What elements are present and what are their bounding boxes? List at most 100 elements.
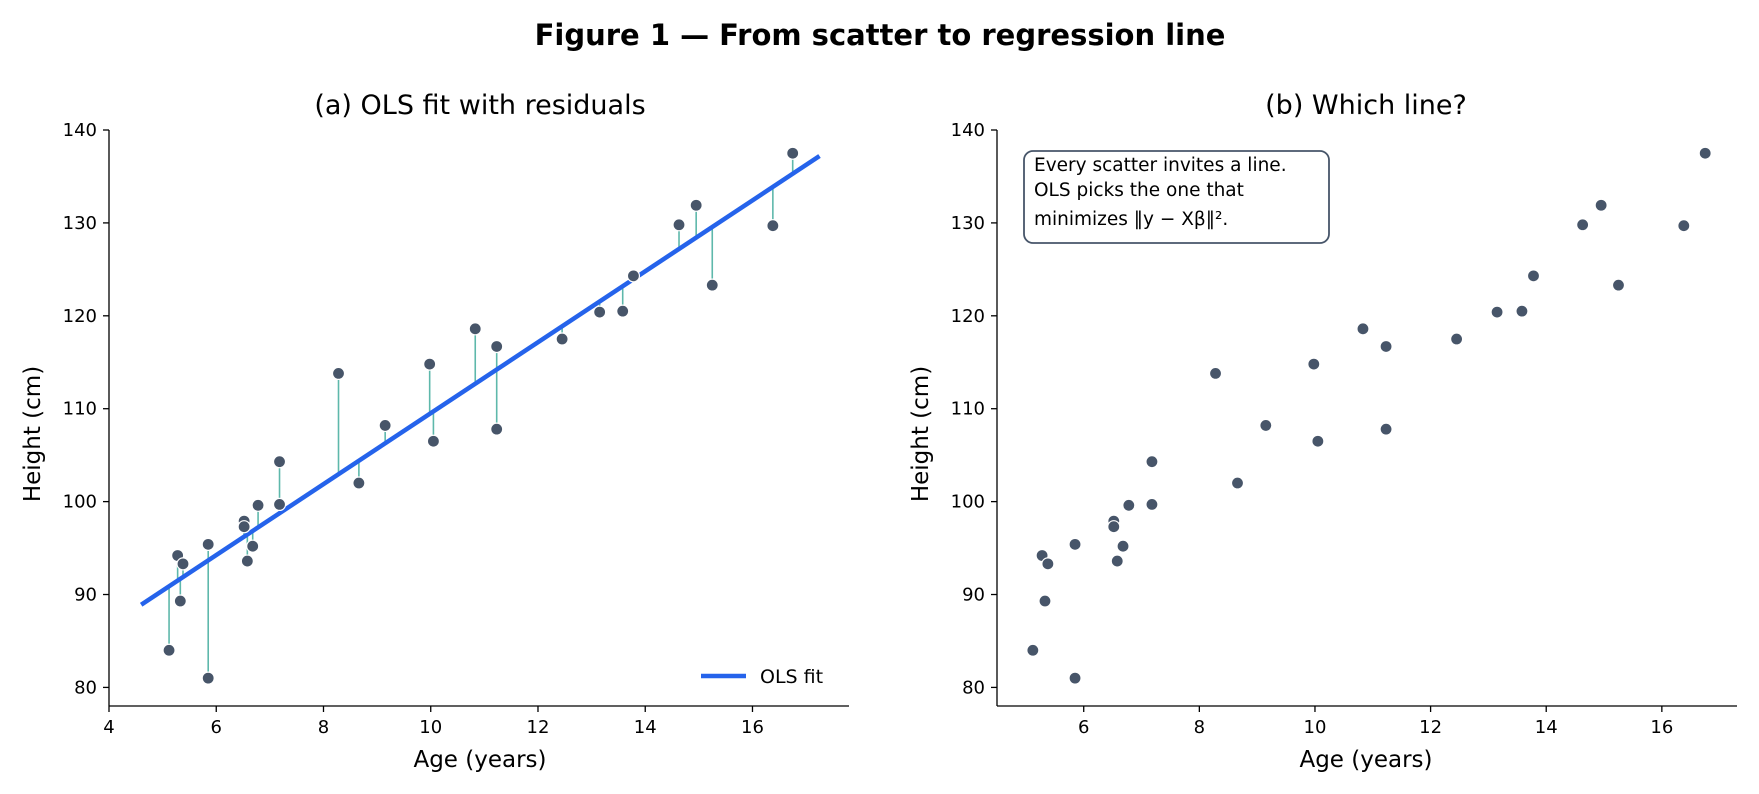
annotation-line-1: Every scatter invites a line. <box>1034 155 1287 176</box>
panel-b-data-point <box>1490 305 1504 319</box>
panel-b-y-tick-label: 130 <box>951 213 985 234</box>
ols-fit-line <box>139 154 821 607</box>
panel-b-x-tick-label: 6 <box>1078 717 1089 738</box>
figure-title: Figure 1 — From scatter to regression li… <box>535 18 1226 52</box>
panel-b-data-point <box>1068 537 1082 551</box>
panel-b-data-point <box>1526 269 1541 283</box>
panel-a-y-tick-label: 100 <box>63 492 97 513</box>
panel-b-data-point <box>1379 339 1393 354</box>
panel-a-x-tick-label: 6 <box>211 717 222 738</box>
panel-b-y-tick-label: 100 <box>951 492 985 513</box>
panel-b-data-point <box>1379 422 1393 436</box>
panel-b-data-point <box>1122 498 1136 512</box>
panel-b-data-point <box>1110 554 1124 568</box>
panel-b-data-point <box>1311 434 1325 448</box>
panel-a-data-point <box>246 539 260 553</box>
panel-a-data-point <box>272 455 287 469</box>
panel-a-x-tick-label: 8 <box>318 717 329 738</box>
panel-a-points <box>162 146 800 685</box>
panel-a-data-point <box>352 476 366 490</box>
panel-b-y-tick-label: 140 <box>951 120 985 141</box>
panel-a-data-point <box>593 305 607 319</box>
panel-b-data-point <box>1145 455 1159 469</box>
panel-b-x-tick-label: 14 <box>1535 717 1558 738</box>
panel-a-x-tick-label: 16 <box>741 717 764 738</box>
panel-a-data-point <box>378 418 392 433</box>
panel-a-data-point <box>786 146 800 160</box>
panel-b-data-point <box>1698 146 1712 160</box>
panel-b-data-point <box>1611 278 1626 292</box>
panel-b-data-point <box>1145 497 1159 511</box>
panel-b-y-tick-label: 90 <box>962 585 985 606</box>
panel-a-y-tick-label: 110 <box>63 399 97 420</box>
panel-b-x-tick-label: 10 <box>1304 717 1327 738</box>
panel-a-data-point <box>689 198 703 212</box>
panel-b-annotation: Every scatter invites a line. OLS picks … <box>1023 150 1330 244</box>
panel-a-x-tick-label: 10 <box>419 717 442 738</box>
panel-a-x-tick-label: 12 <box>527 717 550 738</box>
panel-a-fit-line-group <box>139 154 821 607</box>
panel-b-data-point <box>1107 520 1121 534</box>
panel-a-y-tick-label: 80 <box>74 677 97 698</box>
panel-a-data-point <box>162 643 176 657</box>
panel-b-y-tick-label: 80 <box>962 677 985 698</box>
panel-a-data-point <box>426 434 441 448</box>
panel-b-x-tick-label: 16 <box>1650 717 1673 738</box>
panel-b-data-point <box>1515 304 1529 318</box>
panel-a-y-tick-label: 90 <box>74 585 97 606</box>
panel-a-y-tick-label: 130 <box>63 213 97 234</box>
panel-a-legend: OLS fit <box>701 666 823 688</box>
panel-b-data-point <box>1026 643 1040 657</box>
panel-b-data-point <box>1208 366 1223 381</box>
panel-a-data-point <box>237 520 251 534</box>
panel-a-data-point <box>468 322 482 336</box>
panel-b-data-point <box>1038 594 1052 608</box>
panel-b-data-point <box>1230 476 1245 490</box>
panel-a-data-point <box>555 332 569 346</box>
annotation-line-3: minimizes ‖y − Xβ‖². <box>1034 209 1228 230</box>
annotation-line-2: OLS picks the one that <box>1034 180 1244 201</box>
panel-b-x-tick-label: 8 <box>1194 717 1205 738</box>
panel-a-ols-fit: (a) OLS fit with residuals 4 6 8 10 12 14 16 80… <box>20 90 849 773</box>
panel-a-data-point <box>766 219 780 233</box>
panel-a-data-point <box>423 357 437 371</box>
panel-a-data-point <box>251 498 265 512</box>
panel-a-data-point <box>331 366 346 381</box>
panel-b-data-point <box>1259 418 1273 433</box>
panel-b-y-tick-label: 120 <box>951 306 985 327</box>
panel-a-data-point <box>672 218 686 232</box>
panel-a-data-point <box>201 537 215 551</box>
panel-b-data-point <box>1041 557 1055 571</box>
panel-b-data-point <box>1356 322 1370 336</box>
panel-a-data-point <box>240 554 254 568</box>
panel-a-data-point <box>173 594 187 608</box>
panel-b-data-point <box>1116 539 1130 553</box>
panel-b-ylabel: Height (cm) <box>908 366 934 502</box>
panel-b-which-line: (b) Which line? 6 8 10 12 14 16 80 90 100 110 120 1… <box>908 90 1737 773</box>
panel-a-x-tick-label: 4 <box>103 717 114 738</box>
panel-a-data-point <box>490 422 504 436</box>
panel-a-x-tick-label: 14 <box>634 717 657 738</box>
panel-b-y-tick-label: 110 <box>951 399 985 420</box>
panel-a-data-point <box>705 278 719 292</box>
panel-a-data-point <box>176 557 190 571</box>
panel-b-data-point <box>1576 218 1590 232</box>
panel-b-data-point <box>1307 357 1321 371</box>
panel-b-data-point <box>1068 671 1082 685</box>
panel-a-axes: 4 6 8 10 12 14 16 80 90 100 110 120 130 140 <box>63 120 849 738</box>
panel-a-data-point <box>490 339 504 354</box>
panel-b-data-point <box>1594 198 1608 212</box>
panel-b-points <box>1026 146 1712 685</box>
panel-a-y-tick-label: 140 <box>63 120 97 141</box>
panel-a-ylabel: Height (cm) <box>20 366 46 502</box>
legend-label-ols-fit: OLS fit <box>760 666 823 688</box>
annotation-box <box>1023 150 1330 244</box>
panel-b-title: (b) Which line? <box>1265 90 1467 121</box>
panel-a-y-tick-label: 120 <box>63 306 97 327</box>
panel-b-data-point <box>1677 219 1691 233</box>
panel-a-data-point <box>201 671 215 685</box>
panel-a-data-point <box>616 304 630 318</box>
panel-a-data-point <box>272 497 287 511</box>
panel-b-axes: 6 8 10 12 14 16 80 90 100 110 120 130 140 <box>951 120 1737 738</box>
